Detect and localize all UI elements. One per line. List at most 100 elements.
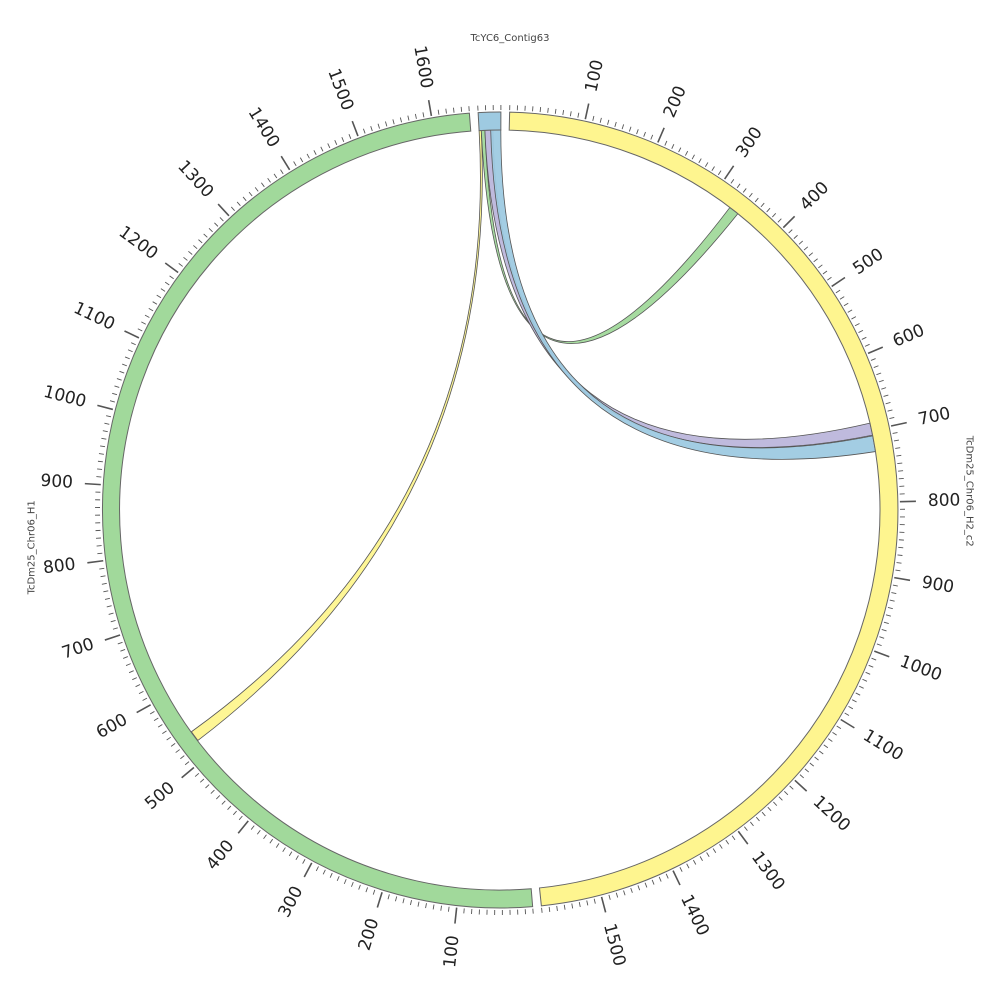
- minor-tick: [188, 250, 193, 255]
- minor-tick: [117, 641, 123, 645]
- minor-tick: [97, 468, 103, 470]
- ideogram-layer: [101, 111, 899, 909]
- major-tick: [584, 103, 590, 120]
- minor-tick: [698, 158, 702, 164]
- minor-tick: [103, 590, 109, 593]
- minor-tick: [282, 847, 286, 853]
- tick-label: 200: [355, 916, 384, 953]
- major-tick: [87, 559, 104, 564]
- minor-tick: [106, 605, 112, 608]
- minor-tick: [135, 684, 141, 688]
- minor-tick: [658, 876, 662, 882]
- minor-tick: [887, 409, 893, 412]
- minor-tick: [541, 907, 543, 913]
- tick-label: 600: [93, 710, 131, 743]
- minor-tick: [839, 296, 845, 300]
- minor-tick: [306, 153, 310, 159]
- minor-tick: [614, 121, 617, 127]
- minor-tick: [409, 899, 412, 906]
- tick-label: 300: [274, 883, 307, 921]
- minor-tick: [372, 889, 376, 895]
- minor-tick: [599, 117, 602, 123]
- minor-tick: [554, 108, 557, 114]
- minor-tick: [885, 402, 891, 405]
- minor-tick: [440, 905, 442, 911]
- ideogram-tcdm25-chr06-h1: [101, 112, 534, 909]
- minor-tick: [334, 140, 338, 145]
- minor-tick: [137, 328, 143, 332]
- minor-tick: [644, 882, 648, 888]
- minor-tick: [114, 385, 120, 388]
- tick-label: 200: [660, 83, 691, 121]
- major-tick: [124, 330, 140, 339]
- minor-tick: [205, 784, 210, 789]
- minor-tick: [170, 743, 176, 747]
- minor-tick: [313, 150, 317, 155]
- minor-tick: [799, 774, 805, 779]
- minor-tick: [887, 607, 893, 610]
- minor-tick: [214, 222, 219, 227]
- minor-tick: [577, 112, 580, 118]
- minor-tick: [814, 756, 819, 761]
- minor-tick: [98, 453, 104, 455]
- minor-tick: [120, 649, 126, 652]
- minor-tick: [678, 147, 682, 153]
- minor-tick: [742, 188, 747, 193]
- ideogram-tcyc6-contig63: [477, 111, 502, 132]
- minor-tick: [883, 394, 889, 397]
- tick-label: 800: [42, 554, 77, 578]
- minor-tick: [293, 161, 297, 167]
- minor-tick: [870, 358, 876, 361]
- minor-tick: [755, 816, 760, 822]
- minor-tick: [562, 109, 565, 116]
- minor-tick: [141, 321, 146, 325]
- minor-tick: [238, 815, 243, 821]
- minor-tick: [341, 136, 345, 142]
- minor-tick: [263, 834, 267, 840]
- minor-tick: [788, 229, 793, 234]
- minor-tick: [750, 821, 754, 827]
- minor-tick: [327, 143, 331, 149]
- minor-tick: [754, 197, 759, 203]
- minor-tick: [109, 400, 115, 403]
- minor-tick: [128, 670, 134, 674]
- minor-tick: [679, 867, 683, 872]
- minor-tick: [891, 592, 897, 595]
- minor-tick: [101, 437, 107, 440]
- major-tick: [164, 262, 179, 274]
- tick-label: 100: [582, 58, 608, 94]
- tick-label: 1500: [323, 66, 357, 114]
- major-tick: [84, 482, 101, 486]
- tick-label: 1200: [809, 792, 854, 836]
- minor-tick: [248, 191, 253, 197]
- minor-tick: [892, 584, 898, 587]
- major-tick: [351, 120, 359, 137]
- minor-tick: [871, 657, 877, 661]
- ideogram-tcdm25-chr06-h2-c2: [508, 111, 899, 907]
- minor-tick: [893, 439, 899, 442]
- minor-tick: [320, 146, 324, 152]
- minor-tick: [110, 620, 116, 623]
- tick-label: 1100: [859, 726, 906, 766]
- minor-tick: [556, 905, 558, 911]
- major-tick: [737, 830, 749, 845]
- major-tick: [867, 346, 884, 355]
- minor-tick: [547, 107, 549, 113]
- minor-tick: [706, 852, 710, 858]
- minor-tick: [160, 288, 166, 292]
- minor-tick: [895, 569, 901, 572]
- minor-tick: [437, 109, 440, 115]
- minor-tick: [123, 656, 128, 659]
- tick-label: 1000: [897, 652, 945, 686]
- minor-tick: [858, 685, 864, 689]
- minor-tick: [242, 196, 247, 202]
- minor-tick: [149, 711, 155, 715]
- minor-tick: [864, 343, 870, 347]
- major-tick: [104, 634, 121, 641]
- minor-tick: [153, 717, 159, 721]
- minor-tick: [322, 869, 326, 875]
- minor-tick: [798, 240, 804, 245]
- major-tick: [303, 862, 313, 878]
- minor-tick: [230, 206, 235, 212]
- minor-tick: [261, 182, 265, 188]
